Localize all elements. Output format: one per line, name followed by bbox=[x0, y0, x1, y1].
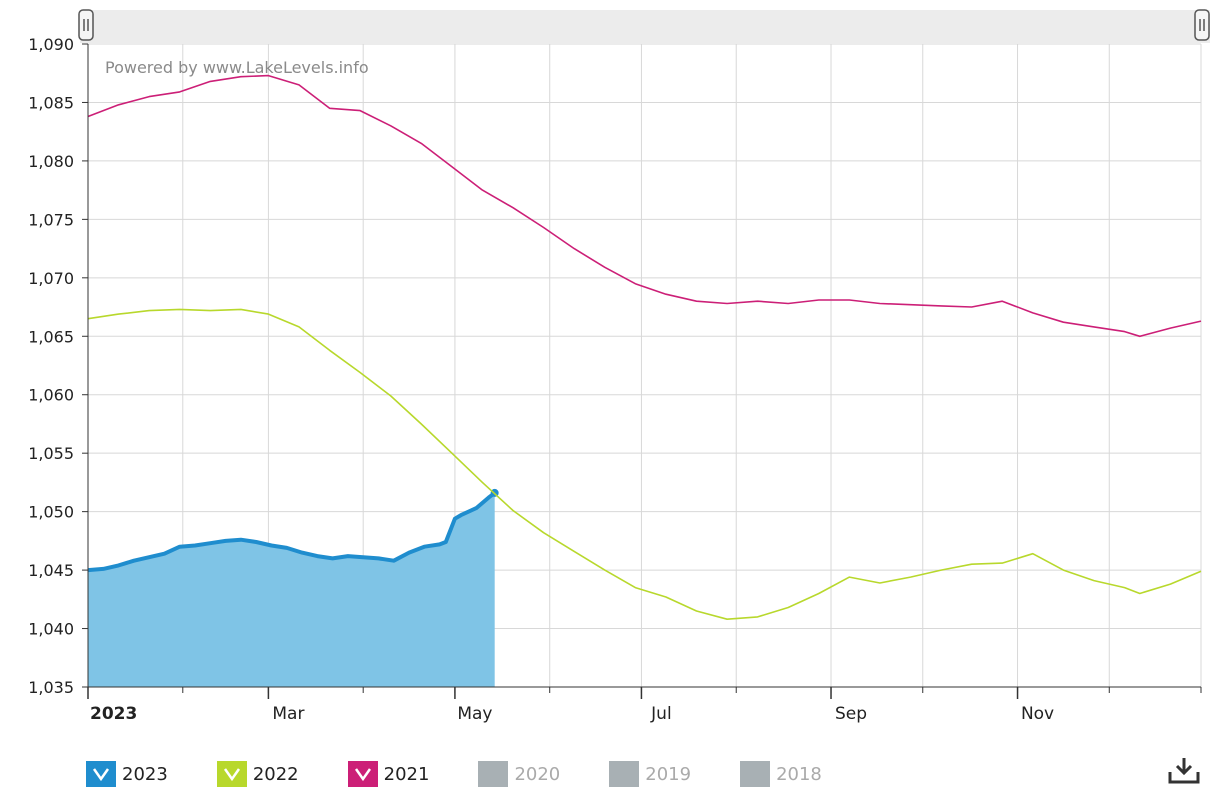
series-2021-line bbox=[87, 74, 1202, 338]
x-tick-label: May bbox=[457, 704, 492, 724]
y-tick-label: 1,080 bbox=[28, 152, 74, 171]
x-tick-label: Mar bbox=[272, 704, 304, 724]
area-layer bbox=[88, 492, 495, 687]
legend-label: 2019 bbox=[645, 763, 692, 785]
legend-item-2022[interactable]: 2022 bbox=[216, 761, 299, 787]
series-2023-line bbox=[87, 491, 496, 573]
download-icon bbox=[1168, 758, 1200, 784]
y-tick-label: 1,050 bbox=[28, 503, 74, 522]
y-tick-label: 1,070 bbox=[28, 269, 74, 288]
x-tick-label: Nov bbox=[1021, 704, 1054, 724]
y-tick-label: 1,035 bbox=[28, 678, 74, 697]
navigator-handle-right[interactable] bbox=[1194, 9, 1210, 41]
legend: 2023 2022 2021 2020 2019 2018 bbox=[86, 760, 871, 788]
x-tick-label: Sep bbox=[835, 704, 867, 724]
legend-label: 2018 bbox=[776, 763, 822, 785]
series-2023-area bbox=[88, 492, 495, 687]
axes: 1,035 1,040 1,045 1,050 1,055 1,060 1,065 1,070… bbox=[28, 35, 1202, 724]
checkmark-icon bbox=[86, 761, 116, 787]
y-tick-label: 1,065 bbox=[28, 327, 74, 346]
legend-item-2021[interactable]: 2021 bbox=[347, 761, 430, 787]
watermark-text: Powered by www.LakeLevels.info bbox=[105, 58, 369, 77]
y-tick-label: 1,075 bbox=[28, 210, 74, 229]
range-navigator[interactable] bbox=[78, 9, 1210, 43]
legend-label: 2021 bbox=[383, 763, 430, 785]
series-2022-line bbox=[87, 308, 1202, 620]
x-tick-label: Jul bbox=[650, 704, 672, 724]
y-tick-label: 1,090 bbox=[28, 35, 74, 54]
navigator-handle-left[interactable] bbox=[78, 9, 94, 41]
legend-label: 2020 bbox=[514, 763, 561, 785]
y-tick-label: 1,055 bbox=[28, 444, 74, 463]
navigator-track bbox=[80, 10, 1210, 43]
legend-label: 2023 bbox=[122, 763, 168, 785]
x-tick-label: 2023 bbox=[90, 704, 137, 724]
legend-item-2023[interactable]: 2023 bbox=[86, 761, 168, 787]
series-layer bbox=[87, 74, 1202, 620]
legend-swatch bbox=[478, 761, 509, 787]
checkmark-icon bbox=[347, 761, 378, 787]
y-tick-label: 1,040 bbox=[28, 620, 74, 639]
download-button[interactable] bbox=[1166, 755, 1202, 785]
legend-item-2018[interactable]: 2018 bbox=[740, 761, 822, 787]
legend-swatch bbox=[740, 761, 771, 787]
legend-item-2020[interactable]: 2020 bbox=[478, 761, 560, 787]
legend-swatch bbox=[609, 761, 640, 787]
y-tick-label: 1,085 bbox=[28, 93, 74, 112]
y-tick-label: 1,045 bbox=[28, 561, 74, 580]
legend-item-2019[interactable]: 2019 bbox=[609, 761, 691, 787]
y-tick-label: 1,060 bbox=[28, 386, 74, 405]
legend-label: 2022 bbox=[252, 763, 299, 785]
checkmark-icon bbox=[216, 761, 247, 787]
